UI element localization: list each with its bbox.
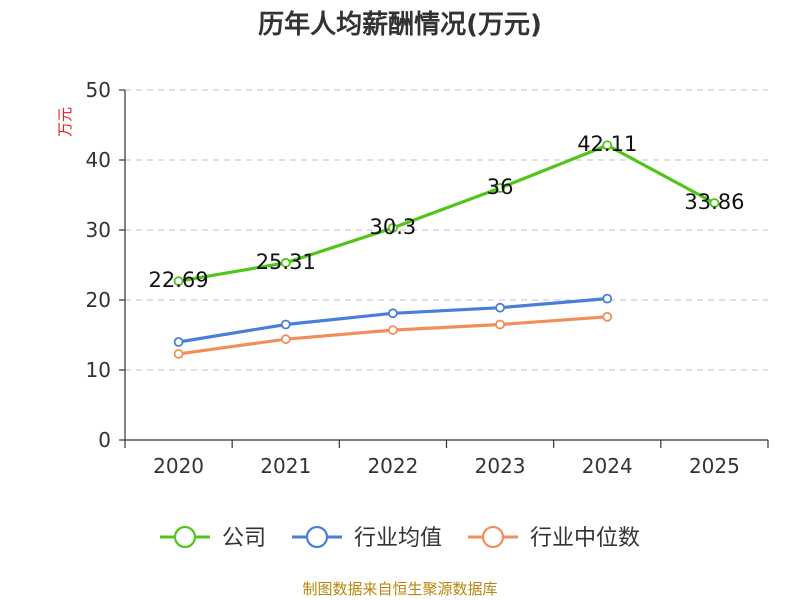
data-label: 30.3	[370, 215, 417, 239]
legend-marker	[481, 525, 505, 549]
y-tick-label: 40	[86, 148, 111, 172]
legend-label: 行业均值	[354, 526, 442, 551]
data-label: 22.69	[149, 268, 209, 292]
y-tick-label: 10	[86, 358, 111, 382]
x-tick-label: 2024	[582, 454, 633, 478]
legend-label: 公司	[222, 526, 266, 551]
data-point	[388, 308, 398, 319]
data-label: 25.31	[256, 250, 316, 274]
data-point	[280, 257, 291, 268]
x-tick-label: 2021	[260, 454, 311, 478]
legend-item-0: 公司	[160, 525, 266, 551]
source-note: 制图数据来自恒生聚源数据库	[302, 580, 497, 598]
series-2	[173, 311, 613, 359]
y-tick-label: 50	[86, 78, 111, 102]
data-label: 42.11	[577, 132, 637, 156]
data-label: 33.86	[684, 190, 744, 214]
x-tick-label: 2020	[153, 454, 204, 478]
data-point	[280, 334, 291, 345]
data-point	[602, 311, 613, 322]
y-axis-label: 万元	[56, 107, 74, 137]
grid	[125, 89, 768, 371]
y-tick-label: 20	[86, 288, 111, 312]
chart-title: 历年人均薪酬情况(万元)	[258, 9, 542, 40]
data-point	[173, 337, 184, 347]
series-1	[173, 293, 613, 347]
x-tick-label: 2025	[689, 454, 740, 478]
data-point	[388, 222, 398, 233]
y-tick-label: 30	[86, 218, 111, 242]
data-point	[602, 140, 613, 151]
legend: 公司 行业均值 行业中位数	[160, 525, 640, 551]
data-point	[495, 183, 505, 193]
legend-marker	[173, 525, 197, 549]
data-label: 36	[487, 175, 514, 199]
data-point	[495, 302, 505, 313]
data-point	[280, 319, 291, 330]
data-point	[173, 348, 184, 359]
data-point	[495, 319, 505, 330]
legend-label: 行业中位数	[530, 526, 640, 551]
series-line	[178, 315, 608, 356]
data-point	[709, 198, 720, 208]
legend-item-1: 行业均值	[292, 525, 442, 551]
series-0	[173, 140, 720, 287]
x-tick-label: 2023	[475, 454, 526, 478]
legend-item-2: 行业中位数	[468, 525, 640, 551]
data-point	[173, 276, 184, 287]
x-tick-label: 2022	[367, 454, 418, 478]
legend-marker	[305, 525, 329, 549]
data-labels: 22.69 25.31 30.3 36 42.11 33.86	[149, 132, 745, 292]
series-line	[178, 143, 716, 283]
series-group	[173, 140, 720, 359]
axes: 0 10 20 30 40 50 2020 2021 2022 2023 2024 2025	[86, 78, 769, 478]
data-point	[602, 293, 613, 304]
y-tick-label: 0	[98, 428, 111, 452]
data-point	[388, 325, 398, 336]
